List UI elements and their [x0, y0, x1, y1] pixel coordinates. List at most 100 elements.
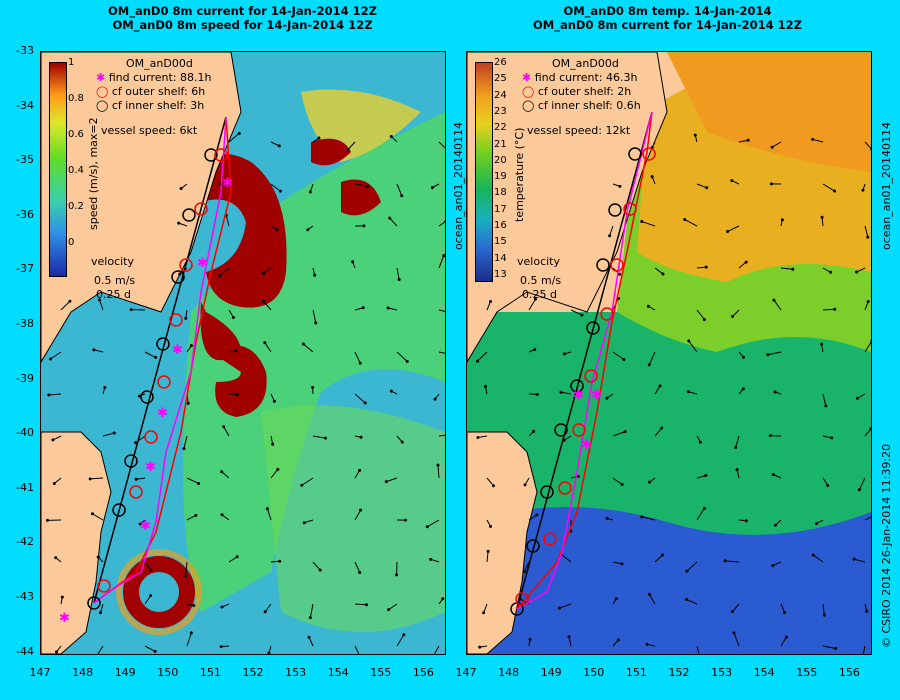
- colorbar-label: temperature (°C): [513, 127, 526, 222]
- current-arrow-head: [535, 392, 539, 396]
- temperature-map-panel[interactable]: ✱ ✱ ✱ 26 25 24 23 22 21 20 19 18 17 16 15 14 13 tempera…: [466, 51, 872, 655]
- current-arrow-head: [149, 568, 153, 572]
- current-arrow-head: [272, 399, 276, 403]
- velocity-title: velocity: [517, 255, 560, 268]
- current-arrow-head: [220, 513, 224, 517]
- current-arrow: [528, 514, 538, 521]
- current-arrow-head: [231, 316, 235, 320]
- current-arrow: [438, 255, 445, 269]
- current-arrow: [696, 475, 706, 479]
- inner-shelf-marker: [628, 147, 642, 161]
- x-tick-label: 148: [72, 666, 94, 679]
- current-arrow-head: [620, 562, 624, 566]
- inner-shelf-marker: [540, 485, 554, 499]
- current-arrow: [144, 645, 156, 652]
- current-arrow: [864, 428, 871, 437]
- current-arrow-head: [237, 131, 241, 135]
- current-arrow-head: [866, 235, 870, 239]
- x-tick-label: 149: [114, 666, 136, 679]
- colorbar-tick: 0: [68, 237, 75, 248]
- legend-outer-label: cf outer shelf: 6h: [111, 85, 206, 98]
- current-arrow-head: [307, 635, 311, 639]
- right-title-line2: OM_anD0 8m current for 14-Jan-2014 12Z: [533, 18, 802, 32]
- current-arrow-head: [704, 265, 708, 269]
- current-arrow: [609, 225, 614, 236]
- current-arrow-head: [220, 605, 224, 609]
- current-arrow-head: [402, 633, 406, 637]
- find-current-icon: ✱: [96, 71, 106, 84]
- outer-shelf-icon: ◯: [522, 85, 535, 98]
- outer-shelf-marker: [584, 369, 598, 383]
- strong-current: [341, 179, 381, 216]
- current-arrow: [186, 632, 192, 647]
- inner-shelf-marker: [596, 258, 610, 272]
- current-arrow: [347, 141, 356, 150]
- current-arrow-head: [234, 349, 238, 353]
- current-arrow-head: [134, 477, 138, 481]
- current-arrow-head: [620, 482, 624, 486]
- colorbar-tick: 17: [494, 203, 507, 215]
- current-arrow-head: [263, 610, 267, 614]
- current-arrow-head: [870, 147, 871, 151]
- current-arrow-head: [400, 440, 404, 444]
- current-arrow-head: [559, 390, 563, 394]
- current-arrow-head: [576, 475, 580, 479]
- current-arrow: [301, 477, 314, 486]
- outer-shelf-icon: ◯: [96, 85, 109, 98]
- current-arrow: [93, 349, 104, 353]
- current-arrow-head: [186, 401, 190, 405]
- current-arrow: [438, 309, 445, 313]
- current-arrow: [50, 351, 62, 360]
- current-arrow: [92, 513, 104, 521]
- legend-outer-shelf: ◯ cf outer shelf: 6h: [96, 85, 205, 98]
- x-tick-label: 150: [583, 666, 605, 679]
- current-arrow-head: [346, 147, 350, 151]
- velocity-scale-days: 0.25 d: [96, 288, 131, 301]
- current-arrow-head: [318, 568, 322, 572]
- x-tick-label: 147: [455, 666, 477, 679]
- current-arrow-head: [791, 267, 795, 271]
- current-arrow-head: [616, 638, 620, 642]
- current-arrow: [559, 603, 572, 609]
- current-arrow-head: [405, 359, 409, 363]
- colorbar-tick: 1: [68, 57, 75, 68]
- eddy-ring: [123, 556, 195, 628]
- outer-shelf-marker: [129, 485, 143, 499]
- right-title-line1: OM_anD0 8m temp. 14-Jan-2014: [563, 4, 772, 18]
- current-arrow-head: [646, 304, 650, 308]
- current-arrow-head: [647, 592, 651, 596]
- current-arrow-head: [744, 260, 748, 264]
- inner-shelf-marker: [554, 423, 568, 437]
- current-arrow: [354, 603, 367, 606]
- current-arrow: [560, 391, 572, 395]
- current-arrow-head: [54, 650, 58, 654]
- current-arrow-head: [366, 184, 370, 188]
- outer-shelf-marker: [558, 481, 572, 495]
- current-arrow-head: [731, 314, 735, 318]
- speed-map-panel[interactable]: ✱ ✱ ✱ ✱ ✱ ✱ ✱ 1 0.8 0.6 0.4 0.2 0 speed (m/s), max=…: [40, 51, 446, 655]
- current-arrow: [97, 645, 104, 654]
- current-arrow-head: [829, 270, 833, 274]
- current-arrow: [438, 141, 445, 149]
- current-arrow-head: [640, 515, 644, 519]
- colorbar-tick: 19: [494, 171, 507, 183]
- current-arrow-head: [534, 297, 538, 301]
- current-arrow: [862, 645, 866, 654]
- current-arrow: [438, 351, 445, 354]
- current-band: [261, 405, 445, 632]
- current-arrow-head: [491, 484, 495, 488]
- colorbar-tick: 20: [494, 154, 507, 166]
- current-arrow-head: [323, 436, 327, 440]
- current-arrow-head: [771, 473, 775, 477]
- eddy-ring: [211, 345, 267, 417]
- find-current-marker: ✱: [157, 406, 168, 421]
- current-arrow-head: [640, 220, 644, 224]
- current-arrow-head: [766, 353, 770, 357]
- inner-shelf-marker: [171, 270, 185, 284]
- current-arrow: [812, 138, 824, 143]
- current-arrow-head: [222, 425, 226, 429]
- x-tick-label: 150: [157, 666, 179, 679]
- current-arrow: [433, 645, 440, 654]
- current-arrow-head: [741, 387, 745, 391]
- y-tick-label: -38: [16, 317, 34, 330]
